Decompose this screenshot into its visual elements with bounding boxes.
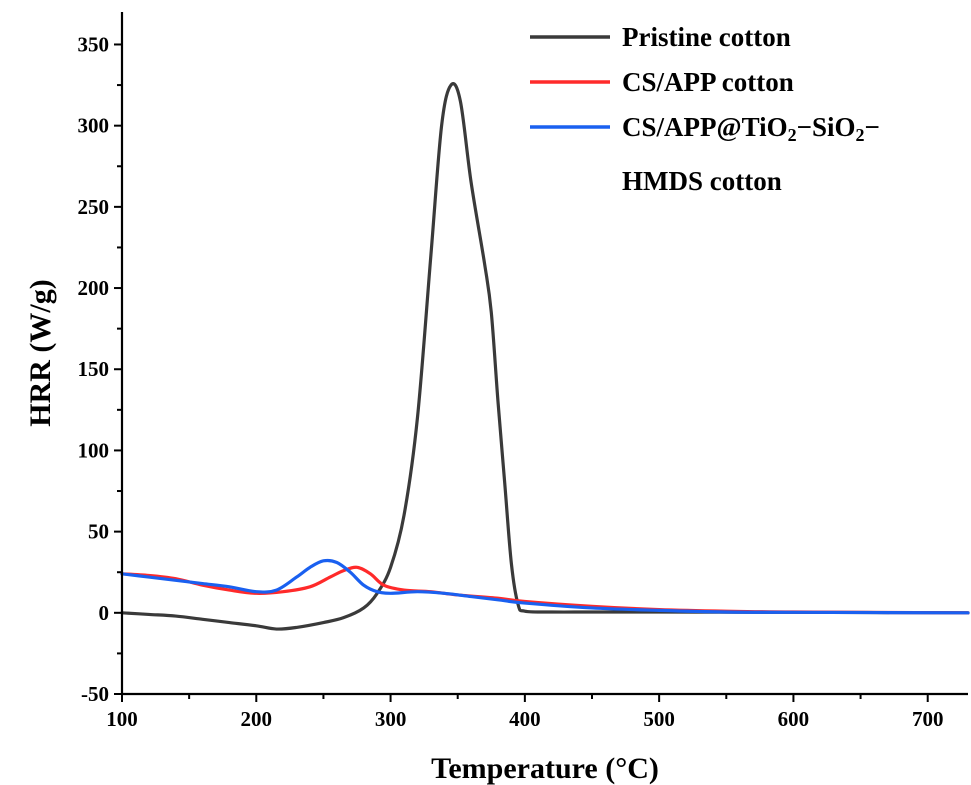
y-tick-label: -50: [81, 682, 109, 706]
legend-subscript: 2: [788, 125, 797, 145]
legend-text-part: −SiO: [797, 112, 856, 142]
x-tick-label: 500: [643, 707, 675, 731]
x-tick-label: 300: [375, 707, 407, 731]
y-tick-label: 350: [78, 32, 110, 56]
legend-label-4: HMDS cotton: [622, 166, 782, 196]
x-tick-label: 600: [778, 707, 810, 731]
x-ticks: 100 200 300 400 500 600 700: [106, 694, 943, 731]
series-line-1: [120, 82, 970, 631]
y-ticks: -50 0 50 100 150 200 250 300 350: [78, 32, 122, 706]
legend-label-3: CS/APP@TiO2−SiO2−: [622, 112, 880, 145]
x-tick-label: 200: [241, 707, 273, 731]
legend-text-part: −: [865, 112, 880, 142]
y-tick-label: 200: [78, 276, 110, 300]
legend-text-part: CS/APP cotton: [622, 67, 794, 97]
legend-text-part: CS/APP@TiO: [622, 112, 788, 142]
y-axis-title: HRR (W/g): [24, 279, 57, 426]
x-tick-label: 100: [106, 707, 138, 731]
y-tick-label: 100: [78, 438, 110, 462]
y-tick-label: 50: [88, 520, 109, 544]
y-tick-label: 250: [78, 195, 110, 219]
series-group: [120, 82, 970, 631]
legend-subscript: 2: [856, 125, 865, 145]
x-tick-label: 700: [912, 707, 944, 731]
legend-label-1: Pristine cotton: [622, 22, 791, 52]
y-tick-label: 150: [78, 357, 110, 381]
y-tick-label: 300: [78, 114, 110, 138]
legend-text-part: Pristine cotton: [622, 22, 791, 52]
x-tick-label: 400: [509, 707, 541, 731]
legend-text-part: HMDS cotton: [622, 166, 782, 196]
y-tick-label: 0: [99, 601, 110, 625]
x-axis-title: Temperature (°C): [431, 752, 659, 785]
legend-label-2: CS/APP cotton: [622, 67, 794, 97]
series-line-3: [120, 558, 970, 615]
